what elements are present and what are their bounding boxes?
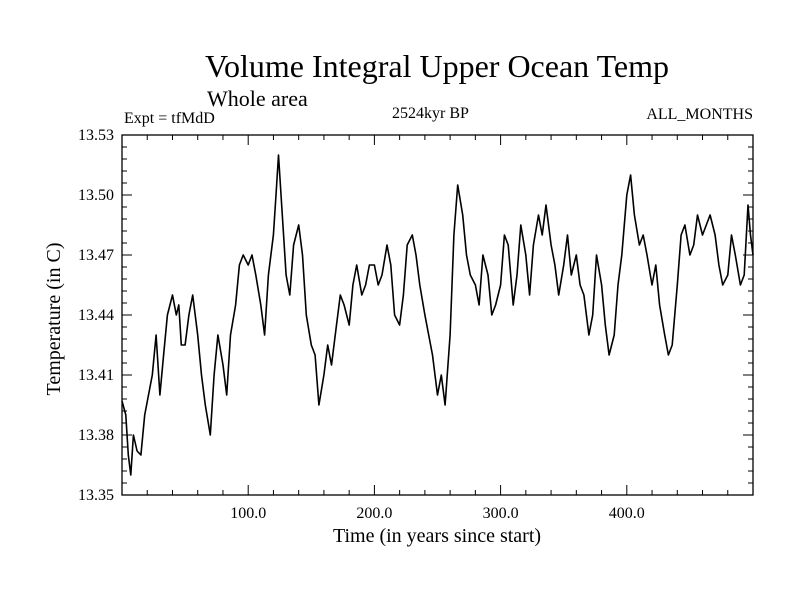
y-tick-label: 13.53 <box>78 127 114 144</box>
chart-title: Volume Integral Upper Ocean Temp <box>205 48 669 84</box>
x-tick-label: 200.0 <box>356 505 392 522</box>
months-label: ALL_MONTHS <box>646 106 753 123</box>
y-tick-label: 13.35 <box>78 487 114 504</box>
y-tick-label: 13.50 <box>78 187 114 204</box>
x-tick-label: 100.0 <box>230 505 266 522</box>
x-tick-label: 400.0 <box>609 505 645 522</box>
y-tick-label: 13.44 <box>78 307 114 324</box>
plot-frame <box>121 134 754 496</box>
period-label: 2524kyr BP <box>392 105 469 122</box>
chart-subtitle: Whole area <box>207 86 308 111</box>
y-tick-label: 13.38 <box>78 427 114 444</box>
x-tick-label: 300.0 <box>483 505 519 522</box>
x-axis-label: Time (in years since start) <box>332 525 542 547</box>
y-tick-label: 13.47 <box>78 247 114 264</box>
y-tick-label: 13.41 <box>78 367 114 384</box>
experiment-label: Expt = tfMdD <box>124 110 215 127</box>
series-line-temperature <box>121 154 754 476</box>
